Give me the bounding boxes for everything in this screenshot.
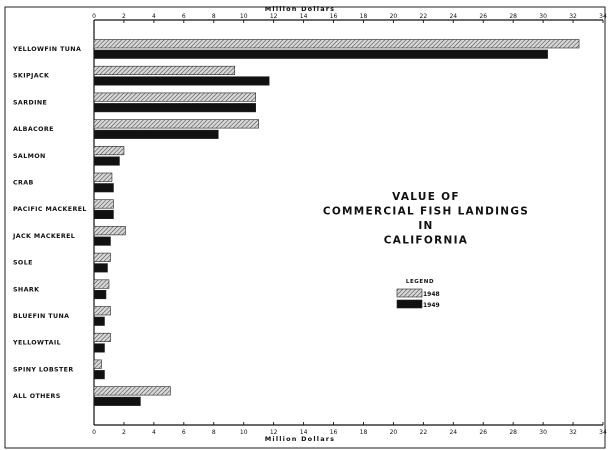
x-tick-label-top: 26 bbox=[479, 13, 487, 20]
bar-1948 bbox=[93, 386, 171, 396]
category-label: CRAB bbox=[13, 180, 34, 187]
bar-1949 bbox=[93, 263, 108, 273]
x-tick-label-top: 30 bbox=[539, 13, 547, 20]
bar-1949 bbox=[93, 49, 548, 59]
bar-1948 bbox=[93, 252, 111, 262]
legend-swatch-1948 bbox=[396, 288, 423, 298]
x-tick-label-top: 4 bbox=[152, 13, 156, 20]
x-tick-label-bottom: 12 bbox=[270, 429, 278, 436]
x-tick-label-top: 2 bbox=[122, 13, 126, 20]
x-tick-label-bottom: 4 bbox=[152, 429, 156, 436]
x-tick-label-top: 12 bbox=[270, 13, 278, 20]
category-label: YELLOWFIN TUNA bbox=[12, 46, 81, 53]
chart-title-line: COMMERCIAL FISH LANDINGS bbox=[323, 206, 529, 218]
bar-1948 bbox=[93, 226, 126, 236]
x-tick-label-bottom: 16 bbox=[330, 429, 338, 436]
bar-1948 bbox=[93, 172, 113, 182]
x-tick-label-top: 34 bbox=[599, 13, 607, 20]
category-label: BLUEFIN TUNA bbox=[13, 313, 69, 320]
x-tick-label-bottom: 34 bbox=[599, 429, 607, 436]
category-label: SKIPJACK bbox=[13, 73, 50, 80]
category-label: SPINY LOBSTER bbox=[13, 366, 74, 373]
x-tick-label-bottom: 6 bbox=[182, 429, 186, 436]
bar-1949 bbox=[93, 370, 105, 380]
x-tick-label-top: 32 bbox=[569, 13, 577, 20]
bar-1948 bbox=[93, 92, 256, 102]
x-tick-label-bottom: 18 bbox=[360, 429, 368, 436]
category-label: SHARK bbox=[13, 286, 40, 293]
bar-1948 bbox=[93, 119, 259, 129]
chart-frame bbox=[4, 6, 606, 449]
x-tick-label-top: 14 bbox=[300, 13, 308, 20]
x-tick-label-bottom: 8 bbox=[212, 429, 216, 436]
bar-1949 bbox=[93, 289, 107, 300]
x-tick-label-bottom: 20 bbox=[390, 429, 398, 436]
category-label: ALBACORE bbox=[13, 126, 54, 133]
bar-1948 bbox=[93, 146, 125, 156]
x-tick-label-bottom: 32 bbox=[569, 429, 577, 436]
bar-1949 bbox=[93, 129, 219, 139]
bar-1948 bbox=[93, 279, 110, 289]
x-tick-label-top: 20 bbox=[390, 13, 398, 20]
legend-title: LEGEND bbox=[406, 279, 434, 285]
x-tick-label-bottom: 30 bbox=[539, 429, 547, 436]
legend-label-1949: 1949 bbox=[423, 302, 440, 309]
bar-1949 bbox=[93, 396, 141, 406]
bar-1949 bbox=[93, 103, 256, 113]
x-tick-label-top: 10 bbox=[240, 13, 248, 20]
bar-1948 bbox=[93, 332, 111, 343]
legend-label-1948: 1948 bbox=[423, 291, 440, 298]
x-tick-label-top: 8 bbox=[212, 13, 216, 20]
x-tick-label-bottom: 26 bbox=[479, 429, 487, 436]
bar-1948 bbox=[93, 306, 111, 316]
x-tick-label-top: 18 bbox=[360, 13, 368, 20]
bar-1949 bbox=[93, 236, 111, 246]
x-tick-label-bottom: 28 bbox=[509, 429, 517, 436]
bar-1948 bbox=[93, 65, 236, 75]
category-label: ALL OTHERS bbox=[13, 393, 61, 400]
x-tick-label-bottom: 14 bbox=[300, 429, 308, 436]
x-tick-label-top: 6 bbox=[182, 13, 186, 20]
chart-title-line: CALIFORNIA bbox=[384, 235, 468, 247]
bar-1949 bbox=[93, 76, 270, 86]
legend-swatch-1949 bbox=[396, 299, 423, 309]
category-label: JACK MACKEREL bbox=[12, 233, 75, 240]
category-label: PACIFIC MACKEREL bbox=[13, 206, 87, 213]
chart-title-line: VALUE OF bbox=[392, 191, 460, 203]
category-label: SOLE bbox=[13, 260, 33, 267]
bar-1949 bbox=[93, 343, 105, 353]
x-tick-label-bottom: 24 bbox=[449, 429, 457, 436]
x-tick-label-top: 24 bbox=[449, 13, 457, 20]
x-axis-title-top: Million Dollars bbox=[265, 5, 336, 13]
x-tick-label-bottom: 2 bbox=[122, 429, 126, 436]
bar-1948 bbox=[93, 199, 114, 209]
bar-1948 bbox=[93, 359, 102, 369]
x-tick-label-bottom: 22 bbox=[420, 429, 428, 436]
x-tick-label-bottom: 0 bbox=[92, 429, 96, 436]
category-label: SALMON bbox=[13, 153, 46, 160]
x-tick-label-bottom: 10 bbox=[240, 429, 248, 436]
x-axis-title-bottom: Million Dollars bbox=[265, 435, 336, 443]
x-tick-label-top: 28 bbox=[509, 13, 517, 20]
x-tick-label-top: 0 bbox=[92, 13, 96, 20]
bar-1948 bbox=[93, 39, 580, 49]
category-label: SARDINE bbox=[13, 99, 47, 106]
x-tick-label-top: 22 bbox=[420, 13, 428, 20]
bar-1949 bbox=[93, 156, 120, 166]
x-tick-label-top: 16 bbox=[330, 13, 338, 20]
bar-1949 bbox=[93, 316, 105, 326]
chart-title-line: IN bbox=[418, 220, 433, 232]
bar-1949 bbox=[93, 183, 114, 193]
category-label: YELLOWTAIL bbox=[12, 340, 61, 347]
bar-1949 bbox=[93, 209, 114, 219]
